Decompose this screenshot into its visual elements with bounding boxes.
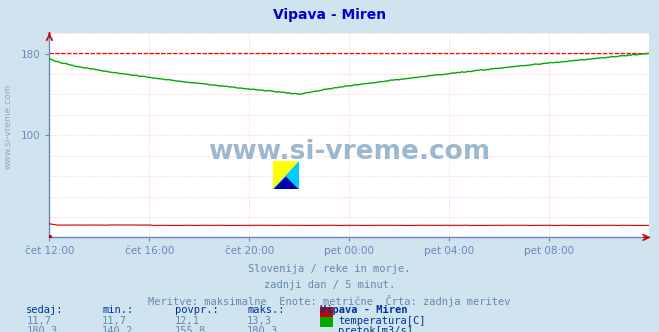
Text: 13,3: 13,3 [247, 316, 272, 326]
Text: Vipava - Miren: Vipava - Miren [273, 8, 386, 22]
Text: 140,2: 140,2 [102, 326, 133, 332]
Text: 180,3: 180,3 [26, 326, 57, 332]
Text: 12,1: 12,1 [175, 316, 200, 326]
Polygon shape [273, 161, 299, 189]
Text: temperatura[C]: temperatura[C] [338, 316, 426, 326]
Text: Meritve: maksimalne  Enote: metrične  Črta: zadnja meritev: Meritve: maksimalne Enote: metrične Črta… [148, 295, 511, 307]
Text: pretok[m3/s]: pretok[m3/s] [338, 326, 413, 332]
Text: povpr.:: povpr.: [175, 305, 218, 315]
Text: 180,3: 180,3 [247, 326, 278, 332]
Text: www.si-vreme.com: www.si-vreme.com [3, 83, 13, 169]
Text: www.si-vreme.com: www.si-vreme.com [208, 139, 490, 165]
Text: min.:: min.: [102, 305, 133, 315]
Text: maks.:: maks.: [247, 305, 285, 315]
Text: Vipava - Miren: Vipava - Miren [320, 305, 407, 315]
Text: 155,8: 155,8 [175, 326, 206, 332]
Text: Slovenija / reke in morje.: Slovenija / reke in morje. [248, 264, 411, 274]
Text: 11,7: 11,7 [26, 316, 51, 326]
Text: zadnji dan / 5 minut.: zadnji dan / 5 minut. [264, 280, 395, 290]
Text: sedaj:: sedaj: [26, 305, 64, 315]
Polygon shape [273, 161, 299, 189]
Text: 11,7: 11,7 [102, 316, 127, 326]
Polygon shape [273, 177, 299, 189]
